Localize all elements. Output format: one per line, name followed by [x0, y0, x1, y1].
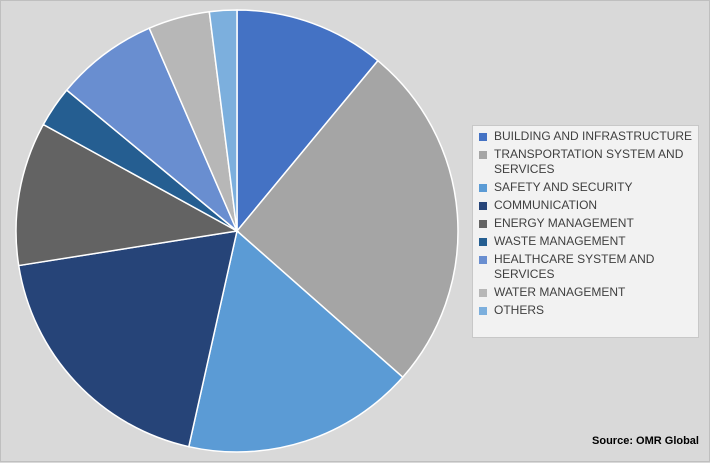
legend-swatch: [479, 202, 487, 210]
legend-item: SAFETY AND SECURITY: [479, 180, 698, 195]
pie-slice-safety-and-security: [187, 229, 404, 453]
legend-label: BUILDING AND INFRASTRUCTURE: [494, 129, 693, 143]
legend-item: COMMUNICATION: [479, 198, 698, 213]
legend: BUILDING AND INFRASTRUCTURE TRANSPORTATIO…: [472, 125, 699, 338]
legend-label: WASTE MANAGEMENT: [494, 234, 626, 248]
legend-label: ENERGY MANAGEMENT: [494, 216, 634, 230]
legend-swatch: [479, 256, 487, 264]
pie-slice-energy-management: [15, 123, 240, 267]
pie-slice-healthcare-system-and-services: [65, 27, 238, 232]
legend-label: OTHERS: [494, 303, 545, 317]
legend-label: HEALTHCARE SYSTEM AND SERVICES: [494, 252, 655, 281]
legend-item: ENERGY MANAGEMENT: [479, 216, 698, 231]
pie-slice-transportation-system-and-services: [235, 59, 459, 379]
legend-swatch: [479, 151, 487, 159]
source-note: Source: OMR Global: [592, 435, 699, 447]
legend-swatch: [479, 184, 487, 192]
legend-swatch: [479, 238, 487, 246]
pie-slice-building-and-infrastructure: [236, 9, 379, 234]
legend-swatch: [479, 220, 487, 228]
legend-item: WASTE MANAGEMENT: [479, 234, 698, 249]
legend-swatch: [479, 289, 487, 297]
legend-item: OTHERS: [479, 303, 698, 318]
legend-item: TRANSPORTATION SYSTEM AND SERVICES: [479, 147, 698, 177]
legend-swatch: [479, 307, 487, 315]
legend-swatch: [479, 133, 487, 141]
legend-item: BUILDING AND INFRASTRUCTURE: [479, 129, 698, 144]
legend-label: COMMUNICATION: [494, 198, 598, 212]
legend-item: WATER MANAGEMENT: [479, 285, 698, 300]
legend-label: SAFETY AND SECURITY: [494, 180, 633, 194]
pie-slice-others: [208, 9, 238, 232]
legend-item: HEALTHCARE SYSTEM AND SERVICES: [479, 252, 698, 282]
legend-label: WATER MANAGEMENT: [494, 285, 626, 299]
pie-slice-communication: [17, 230, 238, 448]
legend-label: TRANSPORTATION SYSTEM AND SERVICES: [494, 147, 684, 176]
